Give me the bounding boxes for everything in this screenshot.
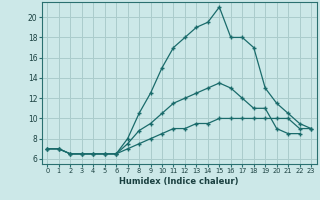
X-axis label: Humidex (Indice chaleur): Humidex (Indice chaleur) — [119, 177, 239, 186]
